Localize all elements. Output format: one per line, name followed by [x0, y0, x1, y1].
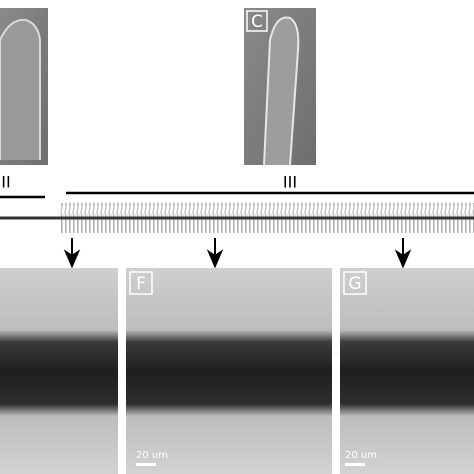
panel-g: G 20 um: [340, 268, 474, 474]
stage-label: III: [283, 173, 297, 192]
root-strip: [0, 203, 474, 233]
panel-label: C: [251, 12, 263, 32]
panel-c: C: [244, 8, 316, 166]
scale-bar-label: 20 um: [136, 450, 168, 461]
scale-bar-label: 20 um: [345, 450, 377, 461]
stage-label: II: [1, 173, 10, 192]
panel-f: F 20 um: [126, 268, 332, 474]
panel-label: G: [348, 274, 361, 294]
panel-b: [0, 8, 48, 165]
arrows: [63, 238, 412, 269]
panel-e: [0, 268, 118, 474]
panel-label: F: [136, 274, 146, 294]
